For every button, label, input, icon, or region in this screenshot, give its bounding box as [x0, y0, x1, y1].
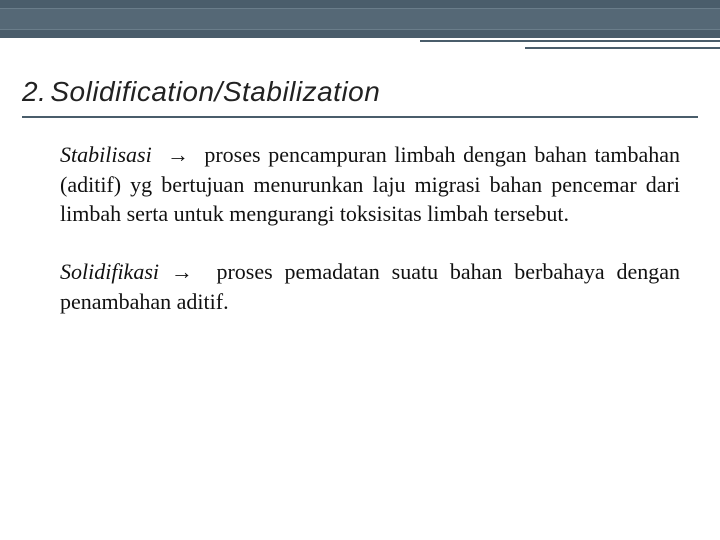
paragraph-stabilisasi: Stabilisasi → proses pencampuran limbah … — [60, 140, 680, 229]
title-underline — [22, 116, 698, 118]
arrow-icon: → — [171, 259, 193, 284]
accent-line-1 — [420, 40, 720, 42]
band-inner — [0, 8, 720, 30]
header-band — [0, 0, 720, 48]
term-solidifikasi: Solidifikasi — [60, 259, 159, 284]
section-title: 2. Solidification/Stabilization — [22, 76, 698, 124]
content-area: Stabilisasi → proses pencampuran limbah … — [60, 140, 680, 344]
paragraph-solidifikasi: Solidifikasi → proses pemadatan suatu ba… — [60, 257, 680, 316]
accent-line-2 — [525, 47, 720, 49]
arrow-icon: → — [167, 142, 189, 167]
body-stabilisasi: proses pencampuran limbah dengan bahan t… — [60, 142, 680, 226]
title-number: 2. — [22, 76, 46, 107]
term-stabilisasi: Stabilisasi — [60, 142, 152, 167]
title-text: Solidification/Stabilization — [50, 76, 380, 107]
